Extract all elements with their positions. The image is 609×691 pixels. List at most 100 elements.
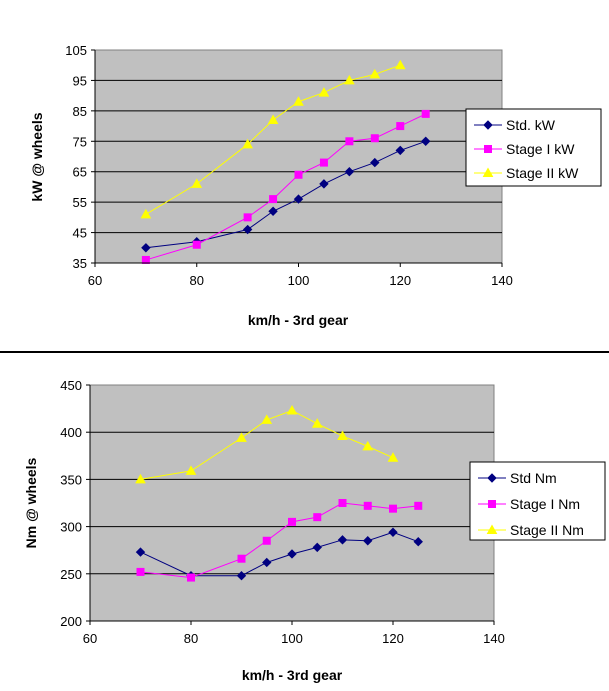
- data-point: [345, 137, 354, 146]
- data-point: [262, 557, 272, 568]
- data-point: [363, 536, 373, 546]
- x-tick-label: 100: [281, 631, 303, 646]
- legend: Std Nm Stage I Nm Stage II Nm: [469, 461, 606, 541]
- legend-label: Stage I Nm: [510, 496, 580, 512]
- y-tick-label: 300: [60, 520, 82, 535]
- data-point: [268, 206, 278, 216]
- y-tick-label: 35: [73, 256, 87, 271]
- y-tick-label: 200: [60, 614, 82, 629]
- data-point: [136, 567, 145, 576]
- data-point: [262, 536, 271, 545]
- series-line: [140, 531, 419, 577]
- data-point: [312, 542, 322, 553]
- data-point: [287, 549, 297, 559]
- y-axis-title: kW @ wheels: [29, 112, 45, 201]
- data-point: [141, 255, 150, 264]
- x-tick-label: 80: [190, 273, 204, 288]
- chart-nm: 200 250 300 350 400 450 60 80 100 120 140 km/h - 3…: [23, 378, 606, 683]
- series-2: [136, 499, 423, 582]
- data-point: [293, 96, 304, 106]
- series-1: [135, 527, 423, 581]
- data-point: [267, 114, 279, 124]
- legend-marker: [482, 167, 494, 177]
- x-axis-title: km/h - 3rd gear: [248, 312, 349, 328]
- series-layer: [140, 59, 431, 264]
- data-point: [318, 87, 330, 97]
- data-point: [396, 122, 405, 131]
- x-tick-label: 120: [382, 631, 404, 646]
- data-point: [294, 170, 303, 179]
- data-point: [414, 501, 423, 510]
- x-tick-label: 120: [389, 273, 411, 288]
- data-point: [344, 74, 355, 85]
- data-point: [243, 213, 252, 222]
- data-point: [337, 535, 348, 545]
- series-3: [135, 404, 399, 484]
- y-tick-label: 85: [73, 104, 87, 119]
- x-tick-label: 100: [288, 273, 310, 288]
- data-point: [344, 167, 355, 177]
- data-point: [242, 138, 253, 149]
- data-point: [369, 68, 381, 79]
- legend-marker: [487, 473, 497, 483]
- y-tick-label: 350: [60, 472, 82, 487]
- data-point: [420, 136, 431, 146]
- y-tick-label: 250: [60, 567, 82, 582]
- y-tick-label: 450: [60, 378, 82, 393]
- legend-marker: [488, 500, 496, 508]
- data-point: [185, 465, 197, 475]
- ticks-layer: 35 45 55 65 75 85 95 105 60 80 100 120 140: [65, 43, 513, 288]
- y-tick-label: 65: [73, 165, 87, 180]
- data-point: [311, 418, 323, 428]
- data-point: [363, 501, 372, 510]
- data-point: [370, 157, 380, 168]
- x-tick-label: 80: [184, 631, 198, 646]
- data-point: [362, 440, 374, 451]
- legend-marker: [486, 524, 498, 534]
- ticks-layer: 200 250 300 350 400 450 60 80 100 120 140: [60, 378, 505, 646]
- data-point: [389, 504, 397, 513]
- data-point: [421, 109, 430, 118]
- series-line: [145, 140, 426, 249]
- legend-label: Stage II Nm: [510, 522, 584, 538]
- data-point: [192, 240, 201, 249]
- legend-label: Stage I kW: [506, 141, 575, 157]
- data-point: [237, 554, 246, 563]
- data-point: [242, 224, 253, 235]
- series-2: [141, 109, 430, 264]
- data-point: [319, 158, 328, 167]
- data-point: [261, 414, 273, 424]
- data-point: [288, 517, 296, 526]
- series-layer: [135, 404, 423, 582]
- series-line: [140, 502, 419, 579]
- y-tick-label: 105: [65, 43, 87, 58]
- y-axis-title: Nm @ wheels: [23, 457, 39, 548]
- y-tick-label: 400: [60, 425, 82, 440]
- legend: Std. kW Stage I kW Stage II kW: [465, 108, 602, 187]
- legend-label: Std. kW: [506, 117, 556, 133]
- plot-area: [89, 384, 495, 622]
- data-point: [395, 145, 405, 156]
- data-point: [387, 452, 399, 462]
- legend-marker: [483, 120, 493, 130]
- legend-marker: [484, 145, 492, 153]
- data-point: [413, 536, 423, 547]
- y-tick-label: 95: [73, 73, 87, 88]
- data-point: [337, 430, 348, 440]
- data-point: [135, 473, 146, 484]
- series-line: [145, 113, 426, 261]
- legend-label: Std Nm: [510, 470, 557, 486]
- data-point: [319, 179, 329, 189]
- data-point: [394, 59, 406, 70]
- data-point: [135, 547, 146, 557]
- legend-label: Stage II kW: [506, 165, 579, 181]
- data-point: [293, 194, 304, 204]
- x-tick-label: 60: [88, 273, 102, 288]
- data-point: [370, 134, 379, 143]
- y-tick-label: 45: [73, 226, 87, 241]
- y-tick-label: 55: [73, 195, 87, 210]
- y-tick-label: 75: [73, 134, 87, 149]
- data-point: [338, 499, 347, 507]
- x-axis-title: km/h - 3rd gear: [242, 667, 343, 683]
